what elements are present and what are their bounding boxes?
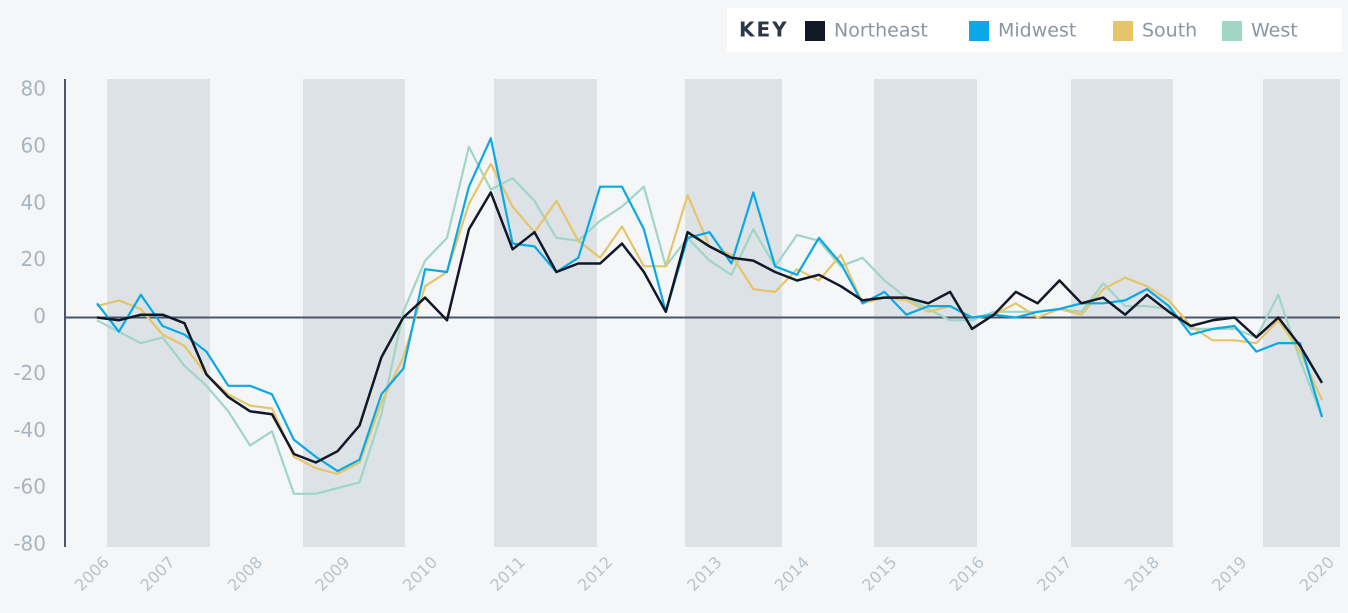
legend-label: West: [1251, 20, 1298, 42]
band: [874, 79, 977, 547]
band: [1263, 79, 1340, 547]
y-tick-label: -40: [13, 418, 46, 442]
legend-swatch: [1222, 21, 1242, 41]
legend-label: South: [1142, 20, 1197, 42]
y-tick-label: -20: [13, 361, 46, 385]
series-line: [96, 191, 1324, 464]
band: [107, 79, 210, 547]
band: [685, 79, 782, 547]
y-tick-label: 40: [21, 190, 46, 214]
y-tick-label: 60: [21, 133, 46, 157]
series-line: [96, 137, 1324, 473]
series-line: [96, 145, 1324, 495]
y-tick-label: 20: [21, 247, 46, 271]
y-tick-label: 0: [33, 304, 46, 328]
y-tick-label: -80: [13, 532, 46, 556]
y-tick-label: -60: [13, 475, 46, 499]
legend-title: KEY: [739, 18, 789, 42]
band: [494, 79, 597, 547]
legend-label: Midwest: [998, 20, 1076, 42]
y-tick-label: 80: [21, 77, 46, 101]
legend-swatch: [805, 21, 825, 41]
legend-label: Northeast: [834, 20, 928, 42]
band: [303, 79, 405, 547]
legend-swatch: [1113, 21, 1133, 41]
bands: [107, 79, 1340, 547]
legend-swatch: [969, 21, 989, 41]
